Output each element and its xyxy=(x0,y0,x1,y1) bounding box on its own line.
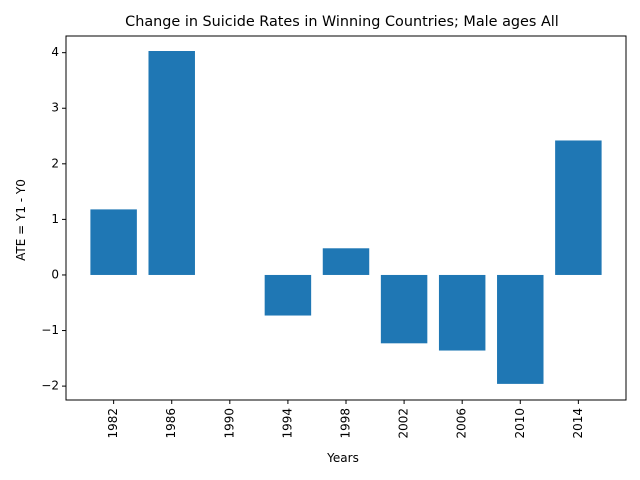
y-tick-label-3: 3 xyxy=(51,101,59,115)
y-tick-label-0: 0 xyxy=(51,267,59,281)
y-axis-ticks: −2 −1 0 1 2 3 4 xyxy=(41,45,66,393)
axes-frame xyxy=(65,35,627,401)
x-tick-label-1998: 1998 xyxy=(339,408,353,439)
bar-2002 xyxy=(380,274,428,344)
bar-1998 xyxy=(322,248,370,275)
x-tick-label-1994: 1994 xyxy=(280,408,294,439)
y-axis-label: ATE = Y1 - Y0 xyxy=(14,179,28,261)
y-tick-label--2: −2 xyxy=(41,379,59,393)
bar-1994 xyxy=(264,274,312,316)
bar-2014 xyxy=(555,140,602,275)
bar-2006 xyxy=(438,274,486,351)
bar-1986 xyxy=(148,51,195,275)
x-axis-label: Years xyxy=(326,451,359,465)
y-tick-label-1: 1 xyxy=(51,212,59,226)
x-tick-label-2014: 2014 xyxy=(571,408,585,439)
x-tick-label-1982: 1982 xyxy=(106,408,120,439)
bar-2010 xyxy=(497,274,544,384)
x-tick-label-1990: 1990 xyxy=(222,408,236,439)
x-tick-label-2010: 2010 xyxy=(513,408,527,439)
x-axis-ticks: 1982 1986 1990 1994 1998 2002 2006 2010 2014 xyxy=(106,400,585,439)
chart-title: Change in Suicide Rates in Winning Count… xyxy=(125,14,559,30)
y-tick-label-4: 4 xyxy=(51,45,59,59)
y-tick-label--1: −1 xyxy=(41,323,59,337)
y-tick-label-2: 2 xyxy=(51,156,59,170)
plot-area: 1982 1986 1990 1994 1998 2002 2006 2010 2014 −2−… xyxy=(41,35,627,439)
bar-1982 xyxy=(90,209,137,275)
bars-group xyxy=(90,51,602,384)
x-tick-label-1986: 1986 xyxy=(164,408,178,439)
x-tick-label-2006: 2006 xyxy=(455,408,469,439)
x-tick-label-2002: 2002 xyxy=(397,408,411,439)
